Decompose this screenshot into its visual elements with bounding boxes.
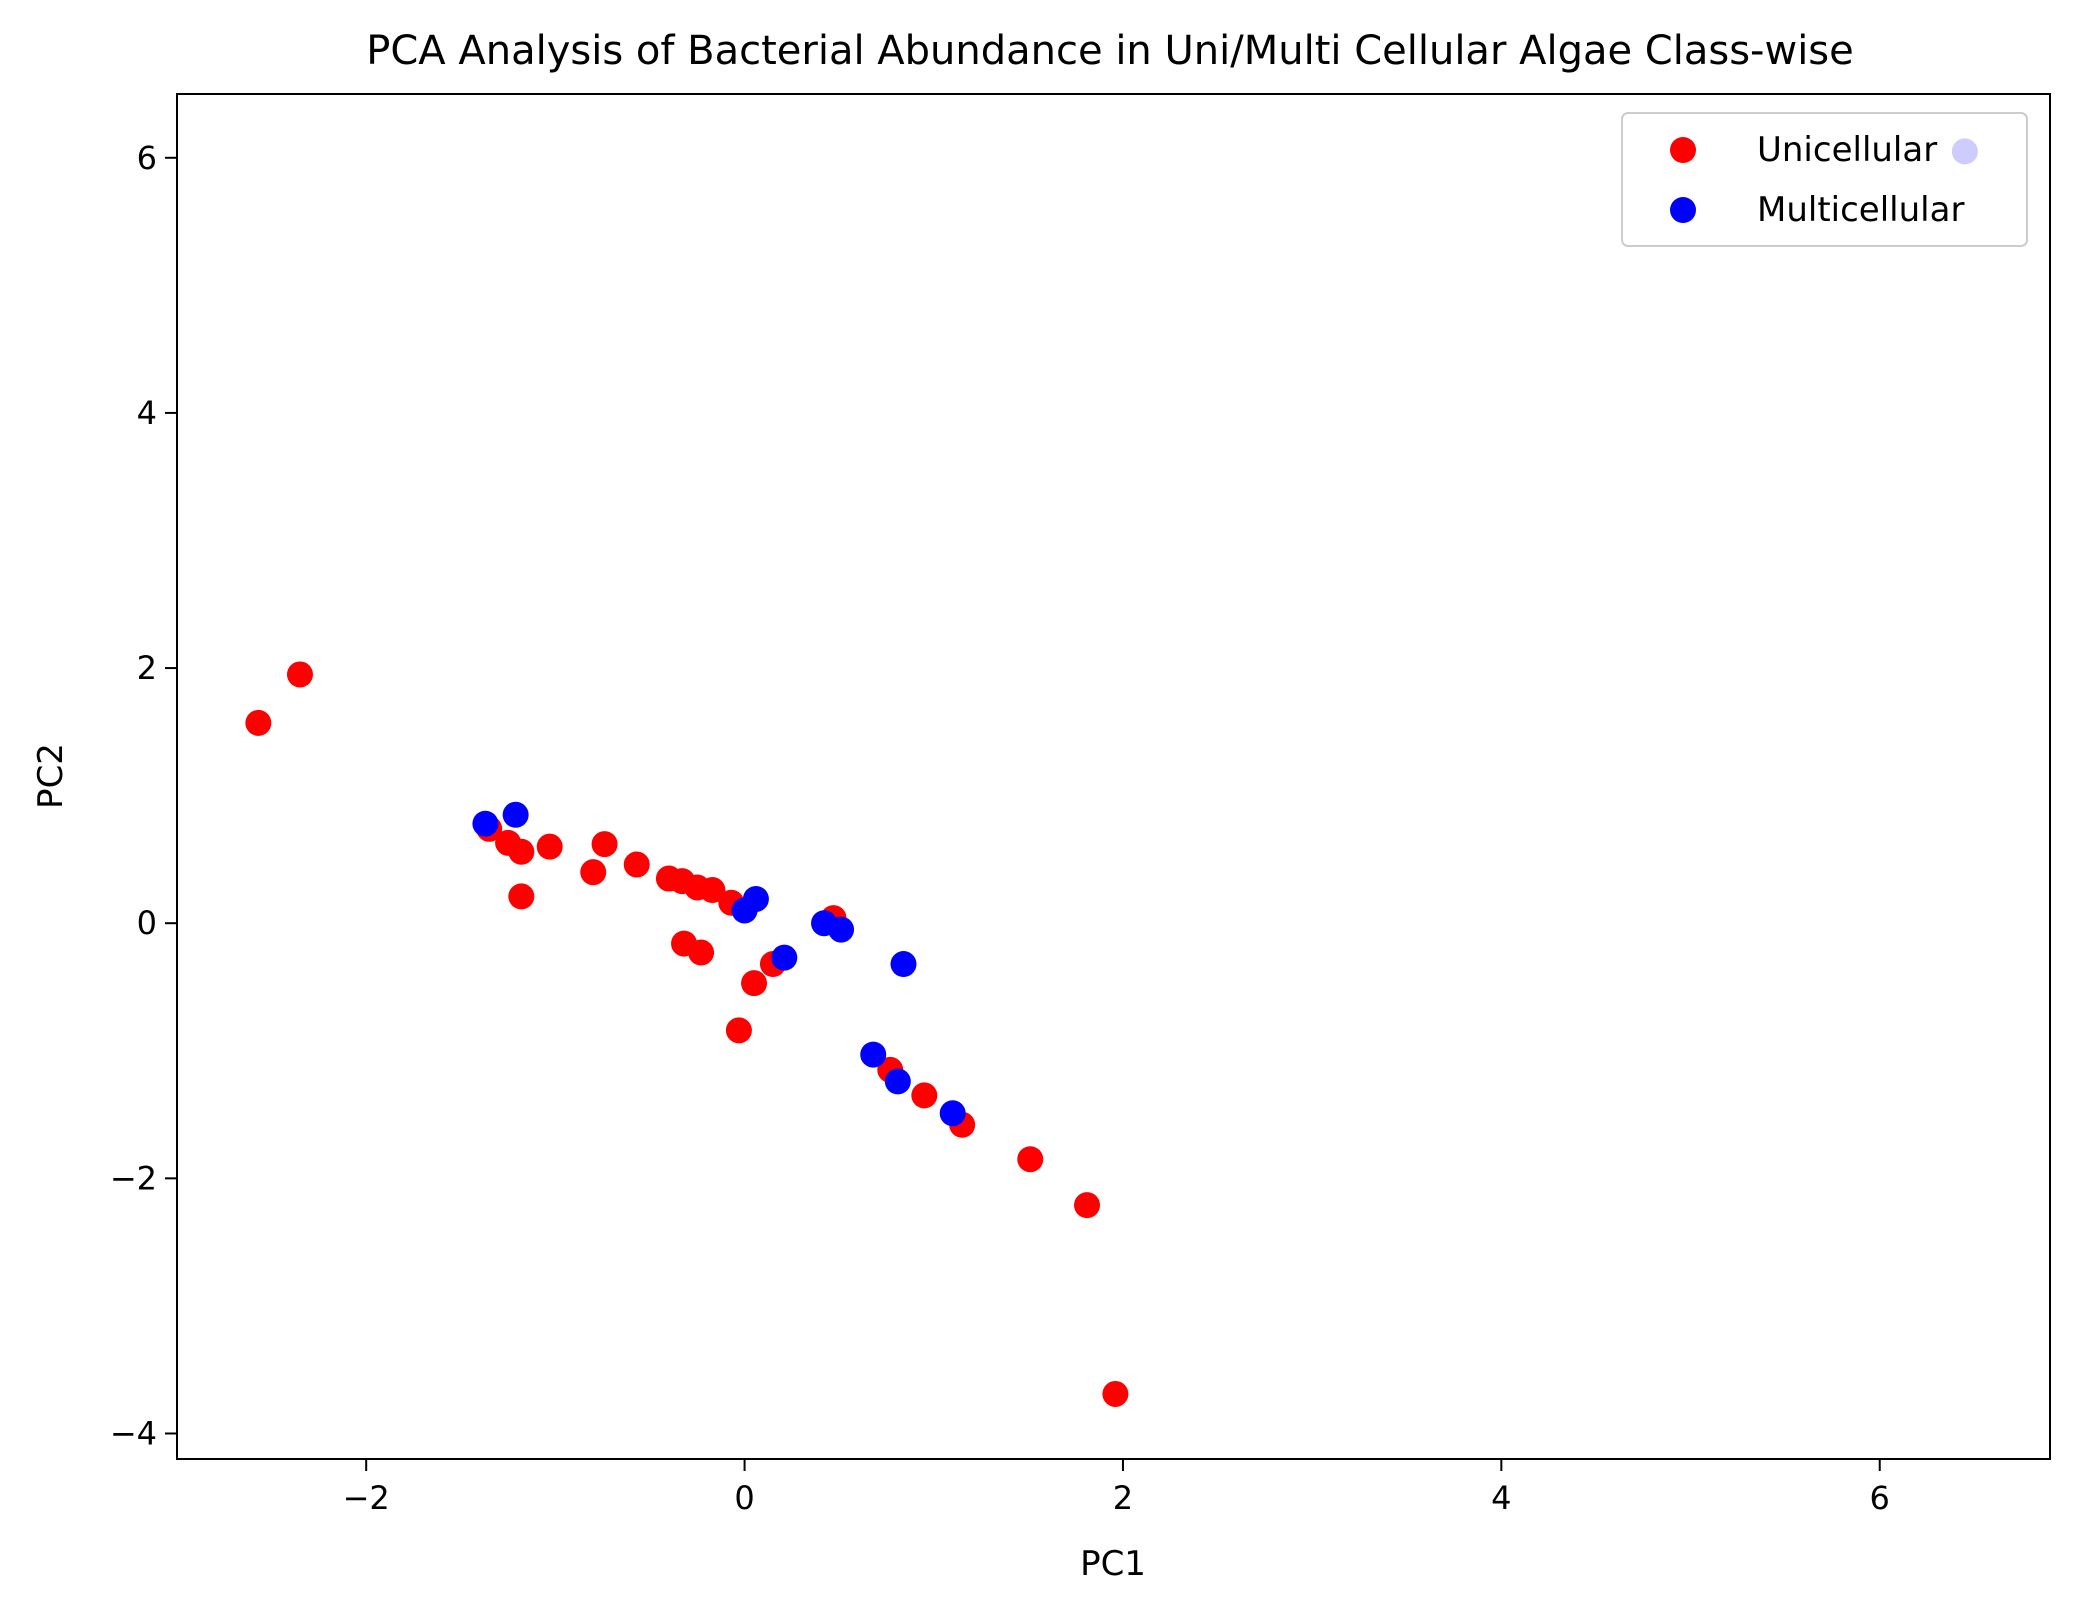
point-unicellular bbox=[699, 877, 726, 904]
y-tick-label: 2 bbox=[137, 649, 157, 687]
legend-label-unicellular: Unicellular bbox=[1757, 130, 1937, 170]
y-axis-label: PC2 bbox=[31, 743, 71, 809]
chart-title: PCA Analysis of Bacterial Abundance in U… bbox=[366, 28, 1854, 74]
point-unicellular bbox=[580, 859, 607, 886]
point-unicellular bbox=[688, 939, 715, 966]
point-multicellular bbox=[771, 944, 798, 971]
plot-frame bbox=[176, 93, 2051, 1460]
point-unicellular bbox=[1102, 1380, 1129, 1407]
legend-marker-multicellular bbox=[1670, 197, 1696, 223]
point-multicellular bbox=[860, 1041, 887, 1068]
point-unicellular bbox=[725, 1017, 752, 1044]
y-tick-label: −4 bbox=[110, 1414, 157, 1452]
y-axis: −4 −2 0 2 4 6 bbox=[110, 139, 177, 1452]
x-tick-label: 0 bbox=[734, 1479, 754, 1517]
y-tick-label: 0 bbox=[137, 904, 157, 942]
x-tick-label: −2 bbox=[343, 1479, 390, 1517]
point-multicellular bbox=[502, 801, 529, 828]
point-multicellular bbox=[828, 916, 855, 943]
x-tick-label: 4 bbox=[1491, 1479, 1511, 1517]
point-unicellular bbox=[286, 661, 313, 688]
y-tick-label: −2 bbox=[110, 1159, 157, 1197]
point-multicellular bbox=[472, 810, 499, 837]
point-multicellular bbox=[742, 885, 769, 912]
point-multicellular bbox=[939, 1100, 966, 1127]
point-multicellular bbox=[884, 1068, 911, 1095]
plot-marks bbox=[245, 138, 1978, 1407]
y-tick-label: 4 bbox=[137, 394, 157, 432]
x-tick-label: 2 bbox=[1113, 1479, 1133, 1517]
point-multicellular bbox=[890, 951, 917, 978]
x-axis-label: PC1 bbox=[1080, 1544, 1146, 1584]
legend-box bbox=[1621, 112, 2028, 247]
point-unicellular bbox=[508, 883, 535, 910]
point-unicellular bbox=[536, 833, 563, 860]
point-unicellular bbox=[1074, 1192, 1101, 1219]
point-unicellular bbox=[508, 838, 535, 865]
point-unicellular bbox=[245, 709, 272, 736]
point-unicellular bbox=[741, 970, 768, 997]
legend: Unicellular Multicellular bbox=[1621, 112, 2028, 247]
legend-marker-unicellular bbox=[1670, 137, 1696, 163]
point-unicellular bbox=[591, 831, 618, 858]
point-unicellular bbox=[911, 1082, 938, 1109]
legend-label-multicellular: Multicellular bbox=[1757, 190, 1964, 230]
y-tick-label: 6 bbox=[137, 139, 157, 177]
point-unicellular bbox=[623, 851, 650, 878]
x-tick-label: 6 bbox=[1870, 1479, 1890, 1517]
x-axis: −2 0 2 4 6 bbox=[343, 1459, 1890, 1517]
point-unicellular bbox=[1017, 1146, 1044, 1173]
